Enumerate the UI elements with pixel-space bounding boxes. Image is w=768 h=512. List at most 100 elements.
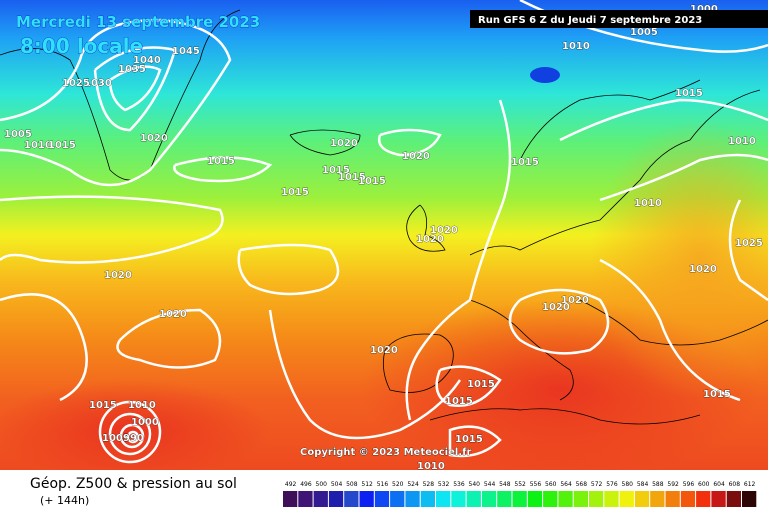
legend-swatch: [589, 491, 604, 507]
legend-label: 520: [392, 481, 404, 488]
isobar-label: 1020: [104, 270, 132, 281]
warm-area: [0, 380, 270, 480]
legend-label: 600: [698, 481, 710, 488]
isobar-label: 1015: [703, 389, 731, 400]
isobar-label: 1020: [140, 133, 168, 144]
legend-swatch: [726, 491, 741, 507]
isobar-label: 1015: [338, 172, 366, 183]
legend-swatch: [451, 491, 466, 507]
legend-label: 504: [331, 481, 343, 488]
legend-label: 492: [285, 481, 297, 488]
legend-swatch: [481, 491, 497, 507]
legend-swatch: [390, 491, 405, 507]
isobar-label: 1040: [133, 55, 161, 66]
isobar-label: 1010: [24, 140, 52, 151]
legend-label: 556: [530, 481, 542, 488]
isobar-label: 1010: [128, 400, 156, 411]
isobar-label: 1020: [542, 302, 570, 313]
legend-label: 548: [499, 481, 511, 488]
legend-swatch: [328, 491, 344, 507]
legend-swatch: [512, 491, 527, 507]
isobar-label: 990: [123, 433, 144, 444]
isobar-label: 1020: [370, 345, 398, 356]
legend-label: 588: [652, 481, 664, 488]
legend-label: 576: [606, 481, 618, 488]
legend-swatch: [466, 491, 481, 507]
legend-swatch: [436, 491, 451, 507]
isobar-label: 1005: [102, 433, 130, 444]
legend-label: 608: [729, 481, 741, 488]
run-info: Run GFS 6 Z du Jeudi 7 septembre 2023: [478, 15, 702, 26]
legend-swatch: [313, 491, 328, 507]
legend-swatch: [527, 491, 543, 507]
isobar-label: 1015: [89, 400, 117, 411]
isobar-label: 1020: [561, 295, 589, 306]
warm-area: [590, 120, 768, 400]
isobar-label: 1015: [281, 187, 309, 198]
forecast-date: Mercredi 13 septembre 2023: [16, 13, 260, 31]
legend-swatch: [374, 491, 390, 507]
footer-subtitle: (+ 144h): [40, 494, 89, 507]
legend-swatch: [711, 491, 726, 507]
legend-label: 580: [622, 481, 634, 488]
isobar-label: 1020: [430, 225, 458, 236]
legend-swatch: [680, 491, 696, 507]
legend-swatch: [604, 491, 619, 507]
legend-swatch: [619, 491, 634, 507]
legend-swatch: [634, 491, 650, 507]
isobar-label: 1020: [689, 264, 717, 275]
legend-swatch: [344, 491, 359, 507]
legend-swatch: [665, 491, 680, 507]
isobar-label: 1045: [172, 46, 200, 57]
legend-label: 596: [683, 481, 695, 488]
legend-label: 532: [438, 481, 450, 488]
isobar-label: 1015: [48, 140, 76, 151]
isobar-label: 1010: [562, 41, 590, 52]
isobar-label: 1015: [207, 156, 235, 167]
legend-label: 592: [667, 481, 679, 488]
isobar-label: 1010: [728, 136, 756, 147]
legend-swatch: [497, 491, 512, 507]
isobar-label: 1025: [735, 238, 763, 249]
legend-swatch: [742, 491, 757, 507]
legend-label: 584: [637, 481, 649, 488]
forecast-time: 8:00 locale: [20, 34, 143, 58]
isobar-label: 1020: [402, 151, 430, 162]
legend-swatch: [696, 491, 711, 507]
legend-label: 536: [453, 481, 465, 488]
legend-label: 552: [514, 481, 526, 488]
legend-label: 572: [591, 481, 603, 488]
legend-swatch: [650, 491, 665, 507]
legend-label: 612: [744, 481, 756, 488]
color-legend: 492 496 500 504 508 512 516 520 524 528 532 536 540 5…: [283, 481, 757, 507]
legend-label: 544: [484, 481, 496, 488]
run-banner: [470, 10, 768, 28]
legend-label: 528: [423, 481, 435, 488]
isobars: [0, 0, 768, 462]
isobar-label: 1000: [690, 4, 718, 15]
isobar-label: 1015: [455, 434, 483, 445]
cold-area: [530, 67, 560, 83]
legend-label: 496: [300, 481, 312, 488]
isobar-label: 1005: [4, 129, 32, 140]
legend-label: 508: [346, 481, 358, 488]
legend-label: 524: [407, 481, 419, 488]
legend-swatch: [298, 491, 313, 507]
isobar-label: 1000: [131, 417, 159, 428]
isobar-label: 1015: [445, 396, 473, 407]
legend-swatch: [359, 491, 374, 507]
legend-swatch: [543, 491, 558, 507]
legend-label: 568: [576, 481, 588, 488]
isobar-label: 1005: [630, 27, 658, 38]
isobar-label: 1020: [416, 234, 444, 245]
isobar-label: 1015: [358, 176, 386, 187]
isobar-label: 1035: [118, 64, 146, 75]
legend-swatch: [405, 491, 420, 507]
isobar-label: 1030: [84, 78, 112, 89]
isobar-label: 1015: [675, 88, 703, 99]
legend-label: 564: [560, 481, 572, 488]
isobar-label: 1015: [511, 157, 539, 168]
isobar-label: 1015: [467, 379, 495, 390]
isobar-label: 1025: [62, 78, 90, 89]
legend-label: 560: [545, 481, 557, 488]
